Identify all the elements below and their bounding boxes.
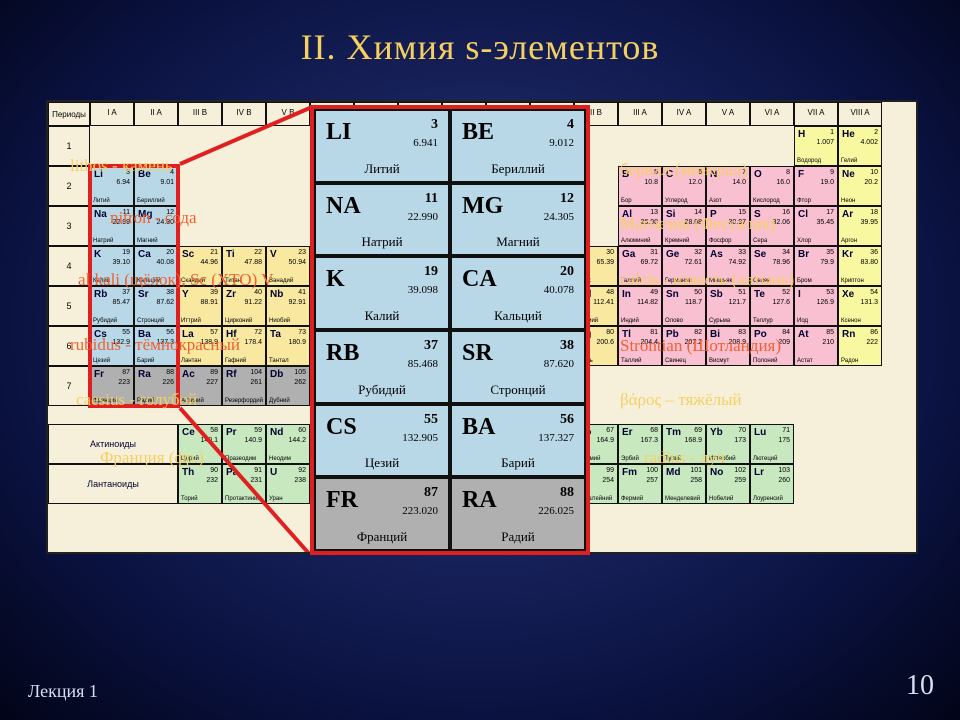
etymology-annotation: caesius - голубой — [76, 390, 197, 410]
element-cell: Lr103260Лоуренсий — [750, 464, 794, 504]
etymology-annotation: Франция (фр.) — [100, 448, 204, 468]
group-header: II A — [134, 102, 178, 126]
series-label: Лантаноиды — [48, 464, 178, 504]
element-cell: Ne1020.2Неон — [838, 166, 882, 206]
group-header: VIII A — [838, 102, 882, 126]
slide-title: II. Химия s-элементов — [0, 26, 960, 68]
group-header: V B — [266, 102, 310, 126]
element-cell: At85210Астат — [794, 326, 838, 366]
etymology-annotation: rubidus - тёмнокрасный — [70, 335, 240, 355]
etymology-annotation: radius - луч — [644, 448, 725, 468]
element-cell: He24.002Гелий — [838, 126, 882, 166]
zoom-element-cell: CS55132.905Цезий — [314, 404, 450, 478]
group-header: IV A — [662, 102, 706, 126]
etymology-annotation: βάρος – тяжёлый — [620, 390, 742, 410]
element-cell: H11.007Водород — [794, 126, 838, 166]
element-cell: Zr4091.22Цирконий — [222, 286, 266, 326]
element-cell: Nb4192.91Ниобий — [266, 286, 310, 326]
zoom-element-cell: LI36.941Литий — [314, 109, 450, 183]
element-cell: Nd60144.2Неодим — [266, 424, 310, 464]
element-cell: No102259Нобелий — [706, 464, 750, 504]
zoom-element-cell: BE49.012Бериллий — [450, 109, 586, 183]
element-cell: Pr59140.9Празеодим — [222, 424, 266, 464]
element-cell: I53126.9Иод — [794, 286, 838, 326]
element-cell: Kr3683.80Криптон — [838, 246, 882, 286]
zoom-element-cell: K1939.098Калий — [314, 256, 450, 330]
element-cell: Lu71175Лютеций — [750, 424, 794, 464]
zoom-panel: LI36.941ЛитийBE49.012БериллийNA1122.990Н… — [310, 105, 590, 555]
etymology-annotation: al kali (щёлок), Sc (ХТО) V — [78, 270, 273, 290]
zoom-element-cell: SR3887.620Стронций — [450, 330, 586, 404]
etymology-annotation: Магнезия (Фессалия) — [620, 214, 775, 234]
element-cell: Rn86222Радон — [838, 326, 882, 366]
footer-lecture: Лекция 1 — [28, 681, 98, 702]
element-cell: O816.0Кислород — [750, 166, 794, 206]
element-cell: In49114.82Индий — [618, 286, 662, 326]
etymology-annotation: nitron - сода — [110, 208, 197, 228]
element-cell: Ta73180.9Тантал — [266, 326, 310, 366]
element-cell: Db105262Дубний — [266, 366, 310, 406]
period-label: Периоды — [48, 102, 90, 126]
etymology-annotation: Strontian (Шотландия) — [620, 336, 781, 356]
zoom-element-cell: MG1224.305Магний — [450, 183, 586, 257]
element-cell: Y3988.91Иттрий — [178, 286, 222, 326]
element-cell: Rf104261Резерфордий — [222, 366, 266, 406]
element-cell: Ar1839.95Аргон — [838, 206, 882, 246]
zoom-element-cell: BA56137.327Барий — [450, 404, 586, 478]
etymology-annotation: берилл (минерал) — [620, 160, 747, 180]
zoom-element-cell: CA2040.078Кальций — [450, 256, 586, 330]
element-cell: F919.0Фтор — [794, 166, 838, 206]
element-cell: Th90232Торий — [178, 464, 222, 504]
element-cell: Sn50118.7Олово — [662, 286, 706, 326]
element-cell: Xe54131.3Ксенон — [838, 286, 882, 326]
footer-page-number: 10 — [906, 670, 934, 702]
element-cell: Md101258Менделевий — [662, 464, 706, 504]
period-label: 5 — [48, 286, 90, 326]
etymology-annotation: lithos - камень — [70, 156, 173, 176]
element-cell: Br3579.9Бром — [794, 246, 838, 286]
element-cell: Pa91231Протактиний — [222, 464, 266, 504]
group-header: I A — [90, 102, 134, 126]
element-cell: Fm100257Фермий — [618, 464, 662, 504]
element-cell: Cl1735.45Хлор — [794, 206, 838, 246]
period-label: 3 — [48, 206, 90, 246]
zoom-element-cell: NA1122.990Натрий — [314, 183, 450, 257]
group-header: V A — [706, 102, 750, 126]
element-cell: U92238Уран — [266, 464, 310, 504]
etymology-annotation: calcis - известь (латынь) — [620, 270, 794, 290]
element-cell: Rb3785.47Рубидий — [90, 286, 134, 326]
zoom-element-cell: RB3785.468Рубидий — [314, 330, 450, 404]
group-header: VI A — [750, 102, 794, 126]
element-cell: Sr3887.62Стронций — [134, 286, 178, 326]
zoom-element-cell: RA88226.025Радий — [450, 477, 586, 551]
group-header: III A — [618, 102, 662, 126]
group-header: III B — [178, 102, 222, 126]
group-header: VII A — [794, 102, 838, 126]
element-cell: Sb51121.7Сурьма — [706, 286, 750, 326]
zoom-element-cell: FR87223.020Франций — [314, 477, 450, 551]
element-cell: Te52127.6Теллур — [750, 286, 794, 326]
group-header: IV B — [222, 102, 266, 126]
